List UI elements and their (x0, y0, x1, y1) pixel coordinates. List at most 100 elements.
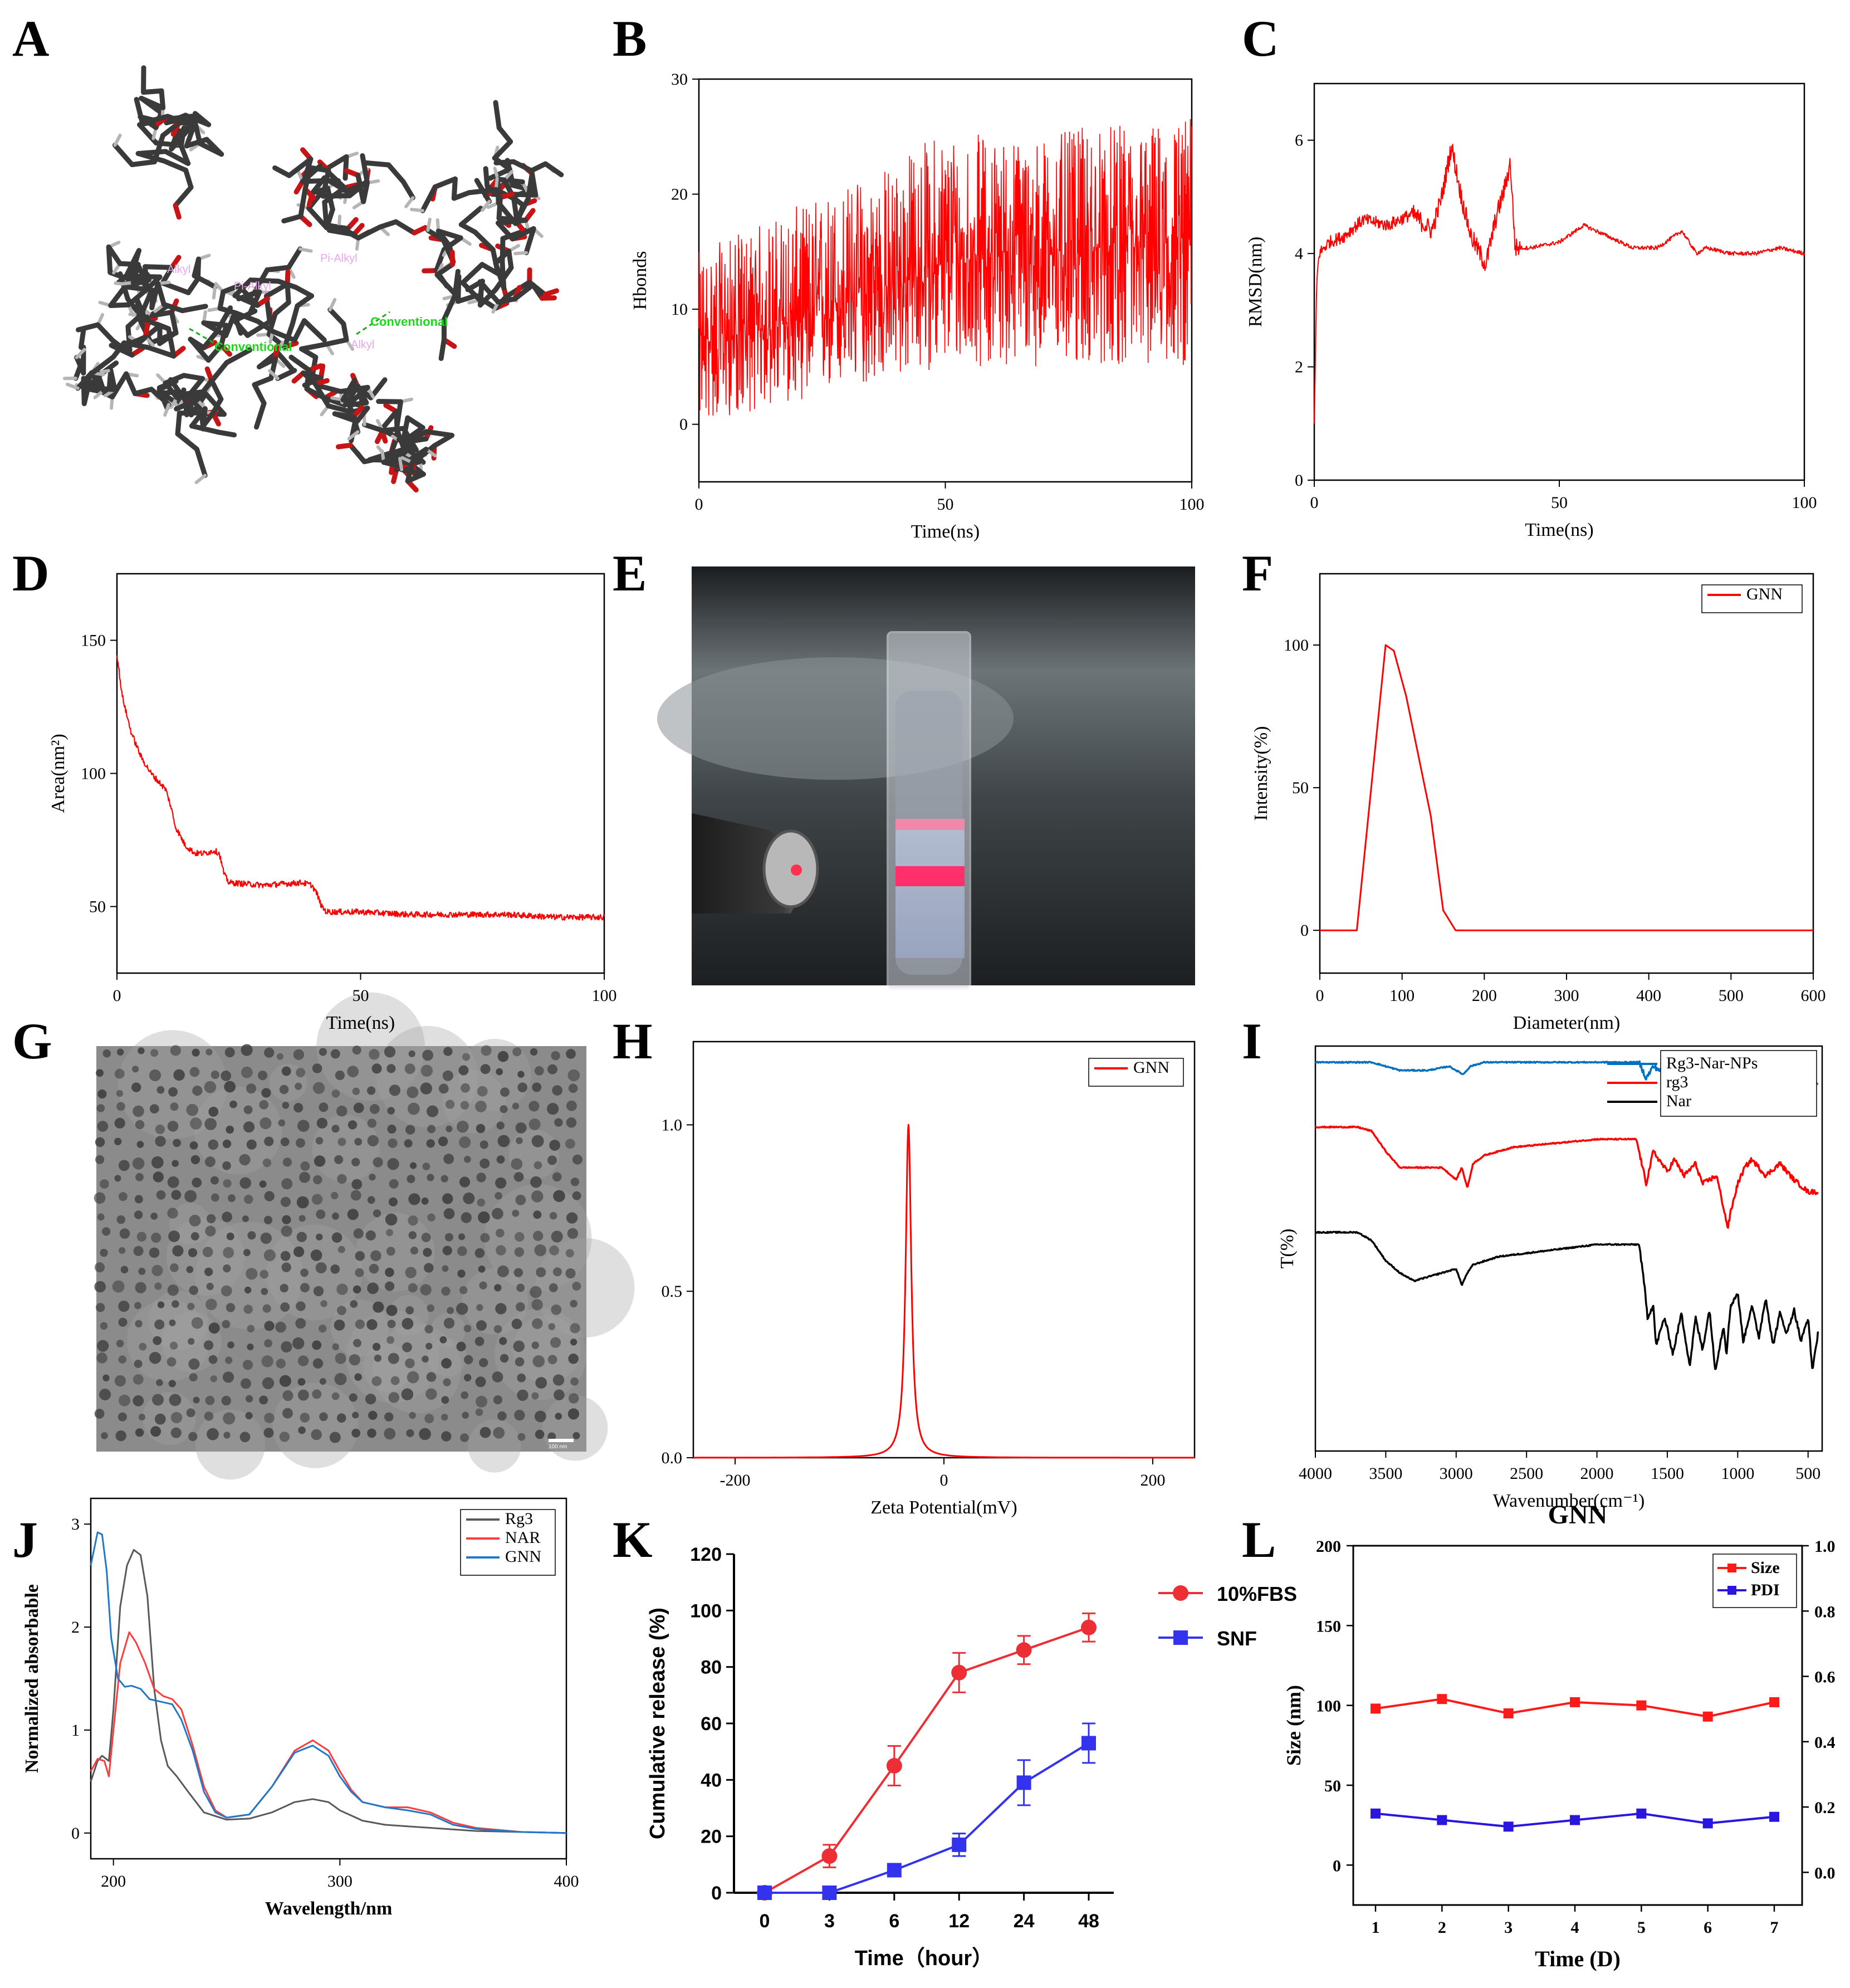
tem-particle (459, 1136, 471, 1149)
chart-d: D 0 50 100 50 100 150 Time(ns) Area(nm²) (12, 545, 617, 1033)
tem-particle (441, 1414, 448, 1421)
tem-particle (441, 1358, 452, 1369)
tem-particle (355, 1268, 364, 1277)
tem-particle (281, 1066, 291, 1076)
bond (169, 310, 179, 336)
y2-tick-label: 0.4 (1814, 1733, 1836, 1752)
x-tick-label: 400 (554, 1872, 579, 1891)
chart-f: F 0 100 200 300 400 500 600 0 50 100 Diameter(nm) In… (1242, 545, 1826, 1033)
tem-particle (499, 1337, 507, 1345)
data-point-10%fbs (886, 1758, 902, 1774)
tem-particle (515, 1122, 527, 1134)
tem-particle (97, 1213, 105, 1221)
tem-particle (353, 1102, 364, 1113)
tem-particle (226, 1232, 234, 1240)
tem-particle (167, 1284, 179, 1296)
tem-particle (427, 1304, 434, 1312)
y-tick-label: 30 (671, 70, 688, 89)
tem-particle (531, 1299, 543, 1311)
tem-particle (204, 1081, 217, 1093)
tem-particle (229, 1100, 237, 1108)
tem-particle (296, 1196, 309, 1209)
tem-particle (173, 1069, 185, 1081)
tem-particle (310, 1249, 322, 1261)
tem-particle (369, 1104, 380, 1114)
bond (434, 247, 447, 273)
chart-k: K 0 20 40 60 80 100 120 0 3 6 12 24 48 Time（hour） Cumul… (613, 1511, 1297, 1970)
bond (224, 348, 252, 365)
tem-particle (262, 1158, 272, 1168)
tem-particle (260, 1269, 269, 1279)
y-tick-label: 50 (1292, 779, 1309, 797)
tem-particle (172, 1300, 179, 1308)
bond (161, 158, 189, 173)
tem-particle (496, 1068, 503, 1076)
panel-letter-c: C (1242, 10, 1279, 67)
bond (146, 345, 177, 359)
x-tick-label: 1000 (1721, 1464, 1754, 1483)
tem-particle (460, 1101, 469, 1110)
bond (342, 154, 349, 181)
tem-particle (347, 1209, 359, 1220)
tem-particle (282, 1390, 293, 1401)
x-tick-label: 2500 (1510, 1464, 1543, 1483)
tem-particle (372, 1342, 381, 1351)
bond (165, 114, 194, 128)
tem-particle (99, 1389, 111, 1400)
tem-particle (566, 1212, 578, 1224)
bond (108, 368, 118, 392)
tem-particle (371, 1376, 382, 1386)
panel-letter-e: E (613, 545, 647, 602)
series-line-rg3 (90, 1549, 567, 1834)
tem-particle (169, 1341, 178, 1350)
y2-tick-label: 0.6 (1814, 1668, 1836, 1687)
bond (348, 442, 367, 465)
y-tick-label: 100 (1316, 1697, 1341, 1716)
tem-particle (226, 1303, 236, 1312)
data-point-pdi (1437, 1815, 1447, 1825)
tem-particle (552, 1172, 562, 1182)
tem-particle (478, 1266, 486, 1273)
tem-particle (513, 1268, 523, 1277)
tem-particle (190, 1232, 199, 1240)
y2-tick-label: 1.0 (1814, 1537, 1836, 1556)
tem-particle (221, 1395, 231, 1406)
tem-particle (335, 1352, 346, 1364)
tem-particle (246, 1139, 257, 1150)
legend-label: GNN (1133, 1058, 1169, 1077)
series-line-nar (1315, 1230, 1819, 1370)
tem-particle (456, 1302, 468, 1315)
tem-particle (479, 1158, 490, 1169)
tem-particle (97, 1121, 109, 1132)
bond (272, 165, 292, 178)
tem-particle (151, 1232, 161, 1243)
y-tick-label: 3 (71, 1515, 80, 1533)
tem-particle (552, 1374, 565, 1386)
tem-particle (552, 1267, 562, 1277)
tem-particle (352, 1046, 361, 1055)
bond (140, 114, 170, 126)
tem-particle (247, 1344, 254, 1351)
tem-particle (348, 1120, 358, 1130)
bond (341, 321, 349, 343)
tem-particle (351, 1157, 360, 1166)
tem-particle (208, 1322, 220, 1334)
bond (377, 219, 399, 230)
tem-particle (373, 1209, 381, 1218)
tem-particle (100, 1322, 108, 1330)
tem-particle (170, 1263, 179, 1272)
tem-particle (457, 1246, 467, 1256)
tem-particle (263, 1249, 276, 1262)
tem-particle (314, 1155, 326, 1167)
tem-particle (173, 1139, 181, 1147)
bond (312, 381, 331, 409)
tem-particle (535, 1429, 545, 1439)
tem-particle (570, 1178, 580, 1186)
tem-particle (547, 1064, 557, 1074)
tem-particle (133, 1374, 144, 1385)
tem-particle (517, 1071, 525, 1078)
tem-particle (492, 1208, 503, 1220)
bond (496, 125, 513, 144)
tem-particle (570, 1339, 577, 1346)
tem-particle (223, 1179, 232, 1188)
